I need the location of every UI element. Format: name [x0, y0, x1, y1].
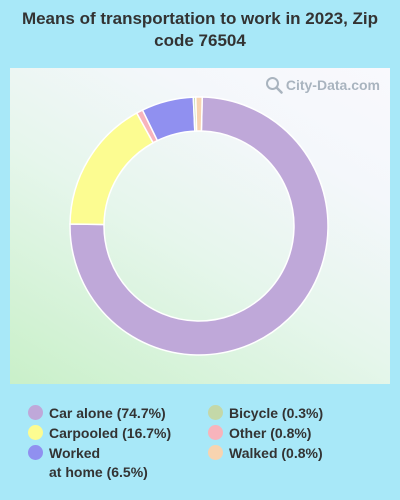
legend-item-other: Other (0.8%)	[208, 424, 311, 443]
watermark: City-Data.com	[265, 76, 380, 94]
donut-chart	[69, 96, 329, 356]
legend-item-bicycle: Bicycle (0.3%)	[208, 404, 323, 423]
slice-car-alone	[69, 96, 329, 356]
slice-walked	[194, 96, 204, 132]
legend-label: Car alone (74.7%)	[49, 405, 166, 421]
legend-swatch	[28, 445, 43, 460]
legend-item-car-alone: Car alone (74.7%)	[28, 404, 166, 423]
legend-item-walked: Walked (0.8%)	[208, 444, 323, 463]
legend-swatch	[208, 405, 223, 420]
watermark-text: City-Data.com	[285, 77, 380, 93]
legend-swatch	[28, 425, 43, 440]
legend-swatch	[208, 425, 223, 440]
chart-panel: City-Data.com	[10, 68, 390, 384]
legend-label: Worked at home (6.5%)	[49, 445, 148, 480]
legend-swatch	[208, 445, 223, 460]
legend-label: Bicycle (0.3%)	[229, 405, 324, 421]
legend-swatch	[28, 405, 43, 420]
legend-item-worked-at-home: Worked at home (6.5%)	[28, 444, 148, 482]
legend-label: Carpooled (16.7%)	[49, 425, 172, 441]
magnifier-icon	[265, 77, 283, 94]
legend-label: Other (0.8%)	[229, 425, 312, 441]
legend-label: Walked (0.8%)	[229, 445, 323, 461]
legend-item-carpooled: Carpooled (16.7%)	[28, 424, 171, 443]
slice-carpooled	[69, 111, 155, 226]
chart-title: Means of transportation to work in 2023,…	[21, 9, 379, 50]
